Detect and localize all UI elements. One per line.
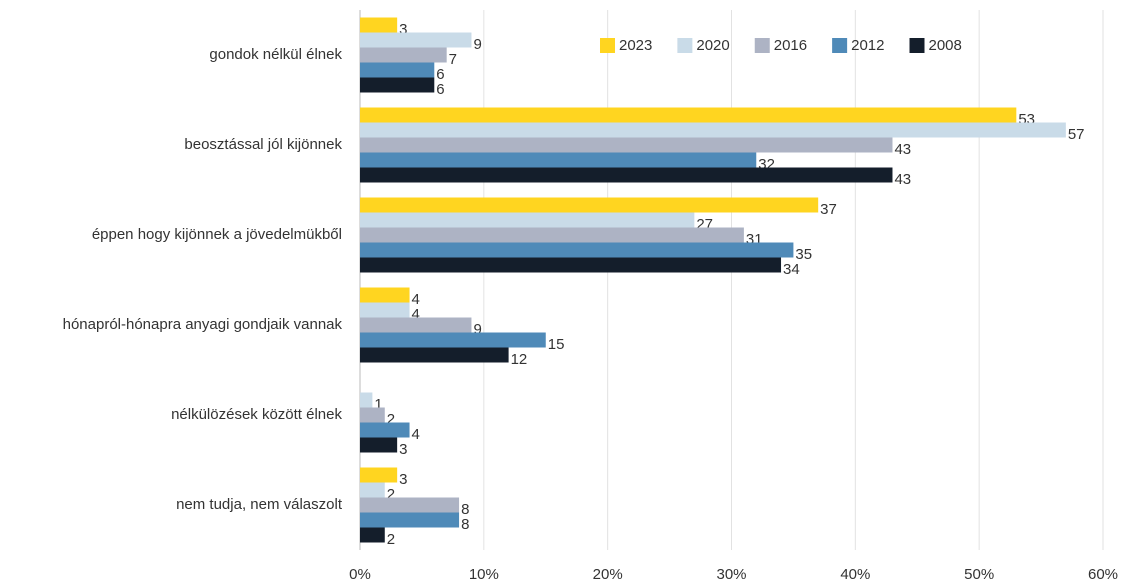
value-label: 9 bbox=[473, 36, 481, 53]
value-label: 1 bbox=[374, 396, 382, 413]
value-label: 34 bbox=[783, 261, 800, 278]
x-tick-label: 50% bbox=[964, 566, 994, 583]
legend-swatch bbox=[600, 38, 615, 53]
bar bbox=[360, 302, 410, 318]
bar bbox=[360, 122, 1066, 138]
bar bbox=[360, 47, 447, 63]
value-label: 2 bbox=[387, 486, 395, 503]
bar bbox=[360, 257, 782, 273]
value-label: 15 bbox=[548, 336, 565, 353]
category-label: beosztással jól kijönnek bbox=[184, 136, 342, 153]
bar bbox=[360, 167, 893, 183]
bar bbox=[360, 242, 794, 258]
bar bbox=[360, 422, 410, 438]
value-label: 2 bbox=[387, 411, 395, 428]
value-label: 2 bbox=[387, 531, 395, 548]
value-label: 43 bbox=[894, 141, 911, 158]
value-label: 3 bbox=[399, 471, 407, 488]
value-label: 3 bbox=[399, 441, 407, 458]
value-label: 4 bbox=[412, 426, 420, 443]
value-label: 43 bbox=[894, 171, 911, 188]
bar bbox=[360, 197, 819, 213]
value-label: 35 bbox=[795, 246, 812, 263]
legend-swatch bbox=[754, 38, 770, 53]
bar bbox=[360, 77, 435, 93]
value-label: 57 bbox=[1068, 126, 1085, 143]
bar bbox=[360, 137, 893, 153]
bar bbox=[360, 407, 385, 423]
bar bbox=[360, 212, 695, 228]
x-tick-label: 60% bbox=[1088, 566, 1118, 583]
legend-label: 2008 bbox=[929, 37, 962, 54]
value-label: 3 bbox=[399, 21, 407, 38]
bar bbox=[360, 32, 472, 48]
legend-swatch bbox=[677, 38, 693, 53]
bar bbox=[360, 152, 757, 168]
value-label: 6 bbox=[436, 81, 444, 98]
legend-label: 2023 bbox=[619, 37, 652, 54]
legend-label: 2012 bbox=[851, 37, 884, 54]
value-label: 4 bbox=[412, 291, 420, 308]
bar bbox=[360, 392, 373, 408]
value-label: 37 bbox=[820, 201, 837, 218]
value-label: 6 bbox=[436, 66, 444, 83]
category-label: hónapról-hónapra anyagi gondjaik vannak bbox=[63, 316, 343, 333]
legend-swatch bbox=[832, 38, 848, 53]
bar bbox=[360, 227, 744, 243]
bar bbox=[360, 332, 546, 348]
value-label: 4 bbox=[412, 306, 420, 323]
x-tick-label: 30% bbox=[716, 566, 746, 583]
legend-label: 2020 bbox=[696, 37, 729, 54]
bar bbox=[360, 482, 385, 498]
legend-swatch bbox=[909, 38, 925, 53]
category-label: gondok nélkül élnek bbox=[209, 46, 342, 63]
bar bbox=[360, 317, 472, 333]
bar bbox=[360, 107, 1017, 123]
x-tick-label: 10% bbox=[469, 566, 499, 583]
value-label: 12 bbox=[511, 351, 528, 368]
bar bbox=[360, 512, 460, 528]
category-label: nélkülözések között élnek bbox=[171, 406, 342, 423]
value-label: 9 bbox=[473, 321, 481, 338]
x-tick-label: 40% bbox=[840, 566, 870, 583]
legend-label: 2016 bbox=[774, 37, 807, 54]
bar bbox=[360, 497, 460, 513]
bar bbox=[360, 17, 398, 33]
x-tick-label: 0% bbox=[349, 566, 371, 583]
category-label: nem tudja, nem válaszolt bbox=[176, 496, 343, 513]
bar bbox=[360, 347, 509, 363]
bar bbox=[360, 287, 410, 303]
value-label: 8 bbox=[461, 516, 469, 533]
bar bbox=[360, 527, 385, 543]
x-tick-label: 20% bbox=[593, 566, 623, 583]
value-label: 7 bbox=[449, 51, 457, 68]
value-label: 8 bbox=[461, 501, 469, 518]
bar bbox=[360, 62, 435, 78]
bar bbox=[360, 467, 398, 483]
bar bbox=[360, 437, 398, 453]
category-label: éppen hogy kijönnek a jövedelmükből bbox=[92, 226, 342, 243]
